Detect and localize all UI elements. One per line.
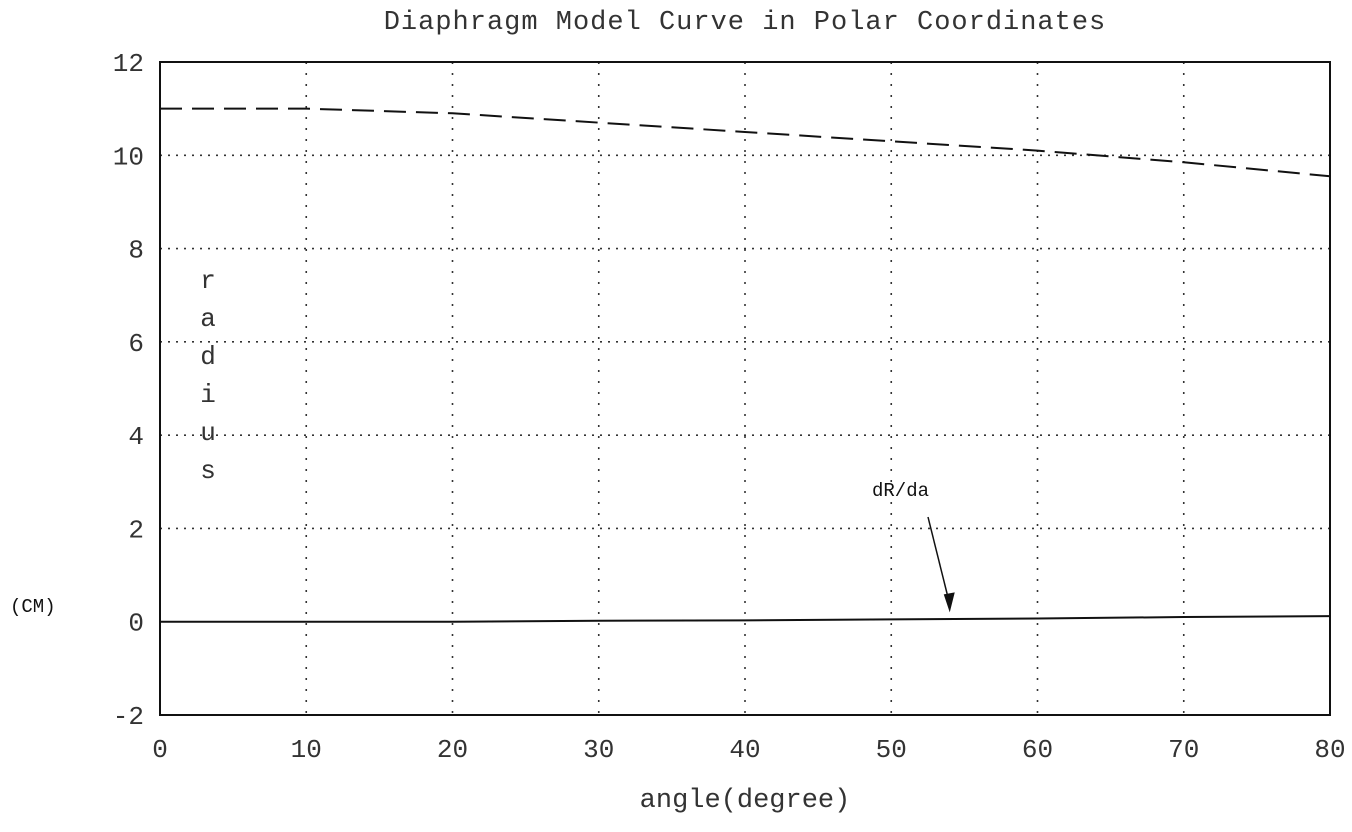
y-axis-label-char: s bbox=[200, 456, 216, 486]
y-tick-label: 8 bbox=[128, 236, 144, 266]
x-tick-label: 0 bbox=[152, 735, 168, 765]
y-axis-label-char: i bbox=[200, 380, 216, 410]
x-tick-label: 20 bbox=[437, 735, 468, 765]
y-tick-label: 10 bbox=[113, 142, 144, 172]
radius-curve-line bbox=[160, 107, 1331, 178]
x-axis-label: angle(degree) bbox=[639, 786, 851, 816]
y-axis-label-char: d bbox=[200, 342, 216, 372]
y-axis-label-char: r bbox=[200, 266, 216, 296]
y-tick-label: 4 bbox=[128, 422, 144, 452]
x-tick-label: 40 bbox=[729, 735, 760, 765]
y-axis-label-char: a bbox=[200, 304, 216, 334]
y-axis-label-char: u bbox=[200, 418, 216, 448]
y-tick-label: -2 bbox=[113, 702, 144, 732]
x-tick-label: 10 bbox=[291, 735, 322, 765]
data-series bbox=[160, 107, 1331, 623]
chart-title: Diaphragm Model Curve in Polar Coordinat… bbox=[383, 8, 1107, 38]
annotation-arrow-shaft bbox=[927, 516, 950, 601]
plot-frame bbox=[159, 61, 1331, 716]
y-tick-label: 6 bbox=[128, 329, 144, 359]
derivative-curve-line bbox=[160, 615, 1331, 623]
x-tick-label: 30 bbox=[583, 735, 614, 765]
annotation-arrow-head bbox=[943, 592, 955, 613]
x-tick-label: 70 bbox=[1168, 735, 1199, 765]
x-tick-label: 60 bbox=[1022, 735, 1053, 765]
grid-lines bbox=[160, 62, 1330, 715]
tick-labels: 0 10 20 30 40 50 60 70 80 -2 0 2 4 6 8 10 12 bbox=[113, 49, 1346, 765]
annotation-arrow bbox=[927, 516, 955, 613]
y-axis-units: (CM) bbox=[10, 596, 56, 618]
x-tick-label: 80 bbox=[1314, 735, 1345, 765]
annotation-label: dR/da bbox=[872, 480, 930, 502]
y-tick-label: 12 bbox=[113, 49, 144, 79]
y-tick-label: 2 bbox=[128, 515, 144, 545]
y-tick-label: 0 bbox=[128, 609, 144, 639]
x-tick-label: 50 bbox=[876, 735, 907, 765]
